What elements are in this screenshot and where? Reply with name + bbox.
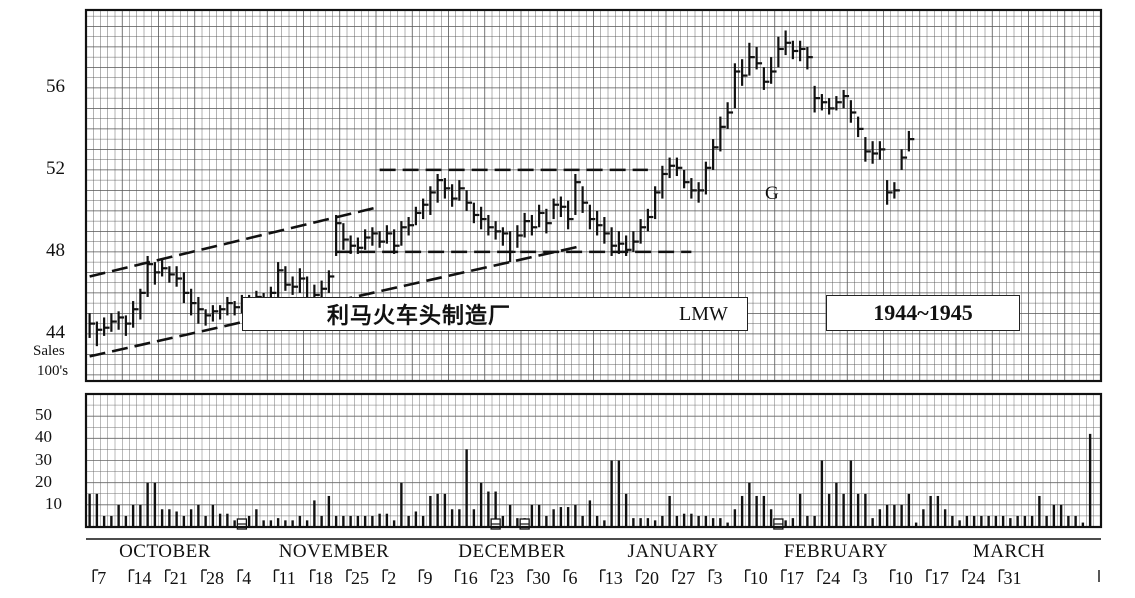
month-label: JANUARY — [627, 541, 719, 562]
week-label: 24 — [967, 568, 986, 588]
volume-tick-label: 20 — [35, 471, 52, 491]
week-label: 17 — [786, 568, 804, 588]
week-label: 3 — [858, 568, 868, 588]
week-label: 10 — [749, 568, 768, 588]
trendline — [89, 205, 380, 278]
price-bars — [88, 30, 915, 347]
week-label: 17 — [931, 568, 949, 588]
week-label: 6 — [568, 568, 578, 588]
price-tick-label: 52 — [46, 157, 65, 179]
week-label: 28 — [206, 568, 224, 588]
month-label: OCTOBER — [119, 541, 211, 562]
chart-title: 利马火车头制造厂 — [327, 304, 512, 329]
week-label: 2 — [387, 568, 397, 588]
volume-grid — [85, 394, 1102, 527]
price-frame — [84, 8, 1103, 383]
week-label: 3 — [713, 568, 723, 588]
week-label: 13 — [604, 568, 623, 588]
price-tick-label: 48 — [46, 239, 65, 261]
volume-axis-label-2: 100's — [37, 363, 69, 379]
volume-tick-label: 10 — [45, 493, 62, 513]
ticker-label: LMW — [679, 302, 728, 325]
period-label: 1944~1945 — [873, 300, 973, 325]
week-label: 25 — [351, 568, 369, 588]
week-label: 21 — [169, 568, 188, 588]
trendline — [89, 244, 583, 358]
month-label: FEBRUARY — [783, 541, 889, 562]
title-box: 利马火车头制造厂 LMW — [242, 297, 748, 331]
week-label: 10 — [894, 568, 913, 588]
panel-frames — [84, 8, 1103, 540]
volume-tick-label: 40 — [35, 427, 52, 447]
price-tick-label: 56 — [46, 75, 65, 97]
volume-tick-label: 30 — [35, 449, 52, 469]
week-label: 20 — [641, 568, 659, 588]
week-label: 7 — [97, 568, 107, 588]
trendlines — [89, 168, 692, 358]
month-label: DECEMBER — [458, 541, 566, 562]
month-label: MARCH — [972, 541, 1046, 562]
week-label: 16 — [459, 568, 478, 588]
week-label: 11 — [278, 568, 296, 588]
week-label: 14 — [133, 568, 152, 588]
week-label: 27 — [677, 568, 696, 588]
week-label: 4 — [242, 568, 252, 588]
week-label: 18 — [314, 568, 333, 588]
week-label: 24 — [822, 568, 841, 588]
price-tick-label: 44 — [46, 321, 65, 343]
week-ticks — [92, 569, 1100, 582]
volume-bars — [88, 433, 1092, 527]
week-label: 30 — [532, 568, 551, 588]
period-box: 1944~1945 — [826, 295, 1020, 331]
holiday-markers — [236, 518, 784, 530]
week-label: 9 — [423, 568, 433, 588]
volume-axis-label-1: Sales — [33, 343, 65, 359]
month-label: NOVEMBER — [278, 541, 390, 562]
volume-frame — [84, 392, 1103, 529]
volume-tick-label: 50 — [35, 405, 52, 425]
week-label: 23 — [496, 568, 514, 588]
week-label: 31 — [1003, 568, 1022, 588]
annotation-g: G — [765, 183, 779, 204]
